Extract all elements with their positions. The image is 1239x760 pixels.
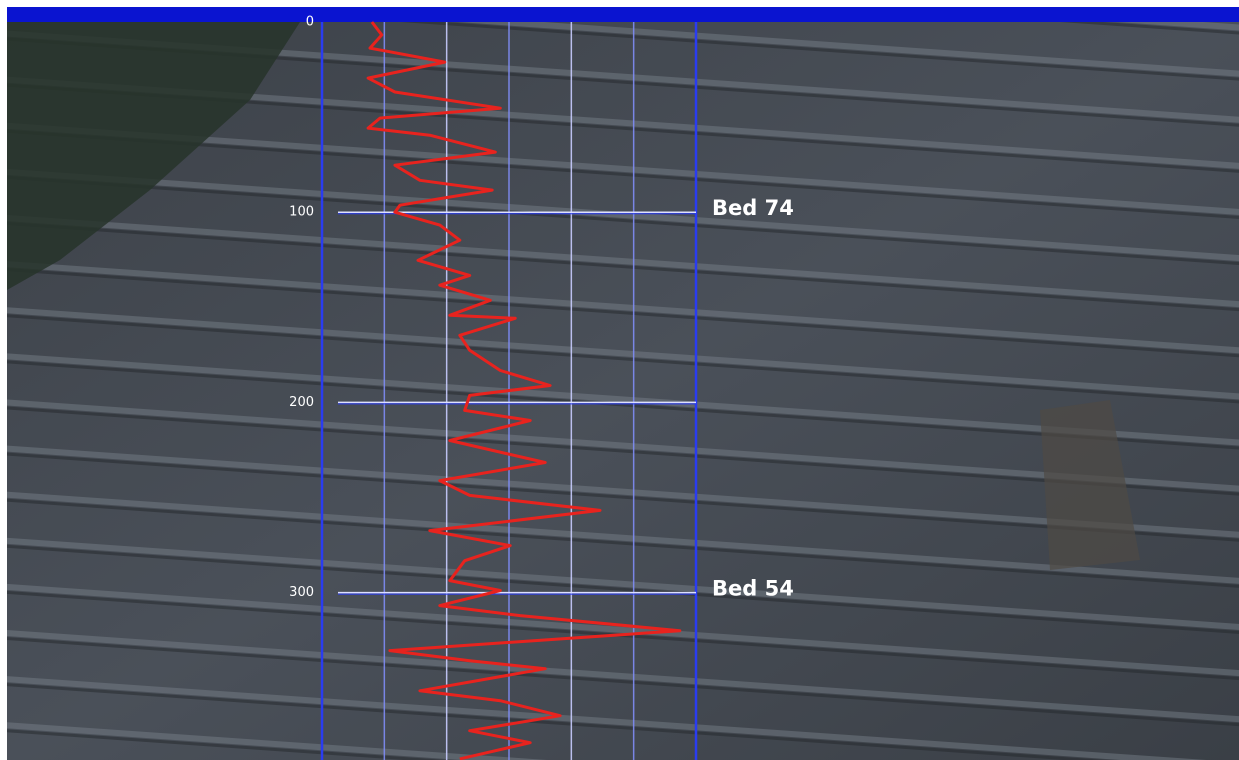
annotation: Bed 74 bbox=[712, 196, 794, 220]
y-tick-label: 200 bbox=[289, 395, 314, 410]
annotation: Bed 54 bbox=[712, 577, 794, 601]
rock-strata bbox=[7, 22, 1239, 760]
top-bar bbox=[7, 7, 1239, 22]
y-tick-label: 300 bbox=[289, 585, 314, 600]
plot: 0 100 200 300 Bed 74 Bed 54 bbox=[289, 15, 794, 760]
data-line bbox=[366, 21, 682, 760]
vegetation bbox=[7, 22, 300, 290]
y-tick-label: 0 bbox=[306, 15, 314, 30]
y-tick-label: 100 bbox=[289, 205, 314, 220]
rock-outcrop bbox=[1040, 400, 1140, 570]
